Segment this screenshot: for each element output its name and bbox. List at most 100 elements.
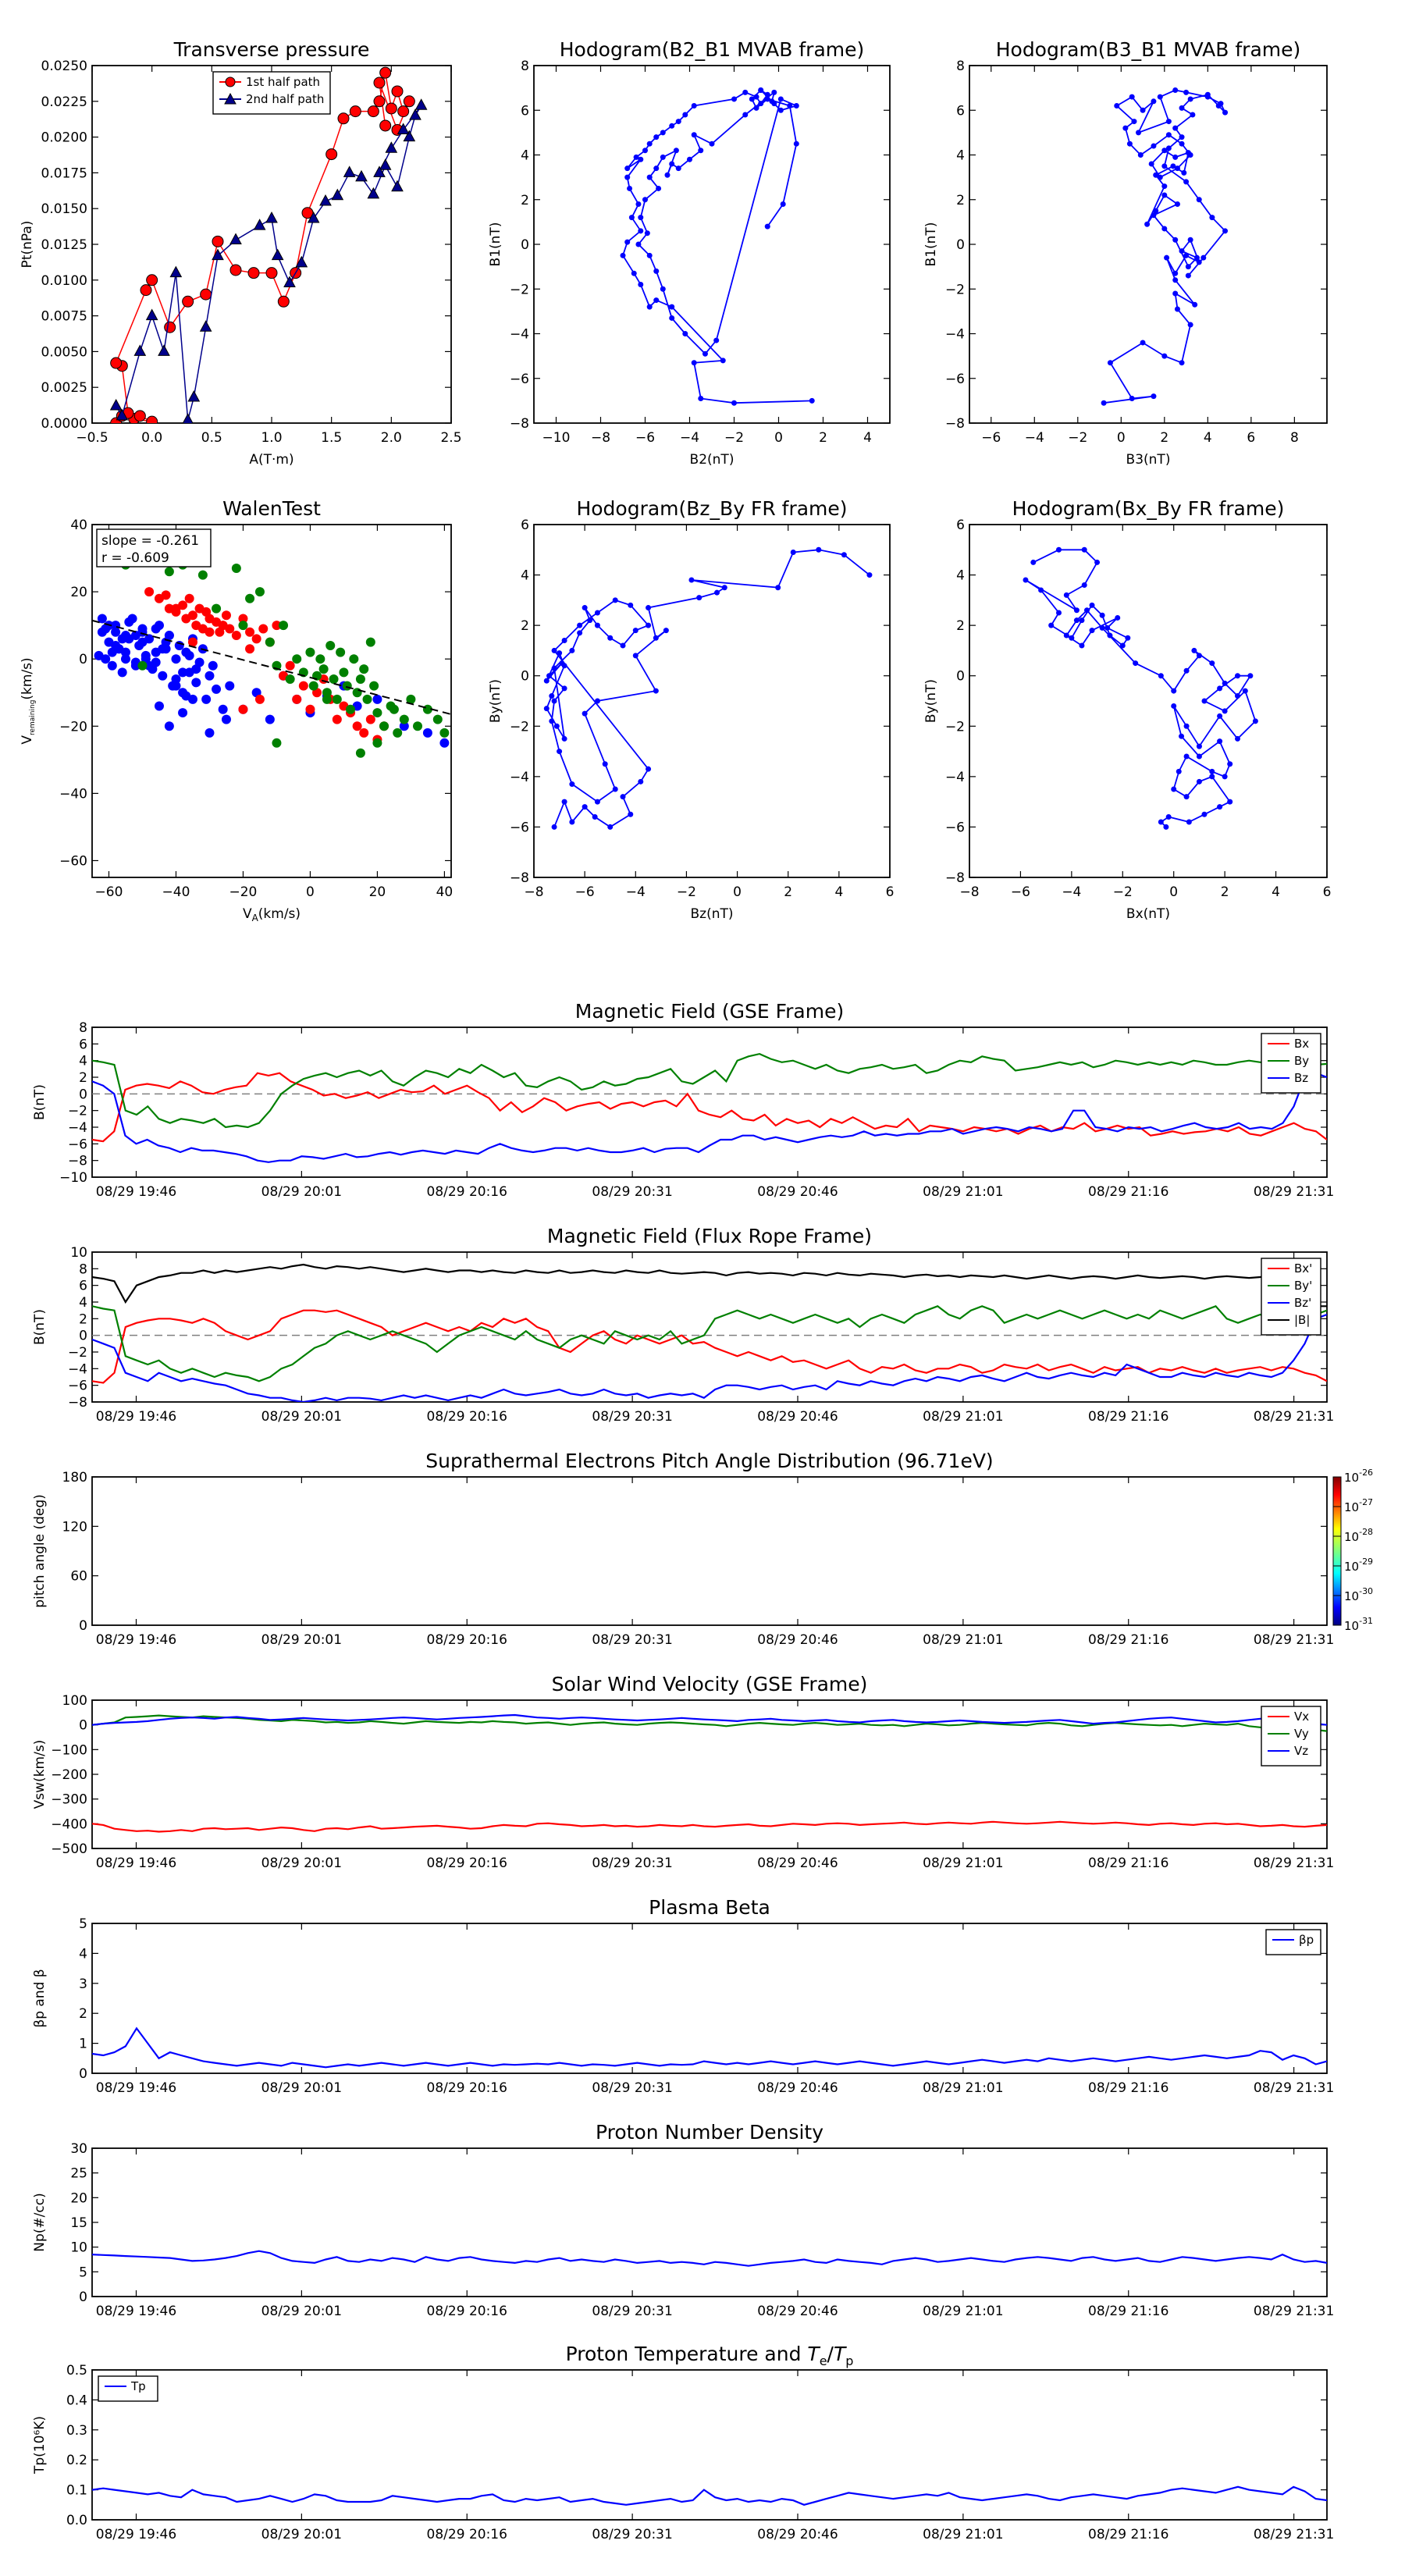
scatter-point: [158, 671, 168, 681]
data-marker: [607, 824, 614, 830]
y-axis-label: Np(#/cc): [32, 2193, 48, 2251]
data-marker: [612, 786, 618, 792]
x-tick-label: 08/29 21:16: [1088, 1856, 1168, 1871]
scatter-point: [325, 640, 336, 650]
y-tick-label: 0.0225: [41, 94, 87, 110]
x-tick-label: 08/29 21:16: [1088, 2527, 1168, 2542]
data-marker: [1107, 632, 1113, 639]
x-tick-label: 08/29 20:01: [261, 2080, 342, 2096]
data-marker: [620, 794, 626, 800]
x-tick-label: −2: [677, 884, 696, 900]
scatter-point: [332, 694, 342, 704]
x-tick-label: 0: [1169, 884, 1178, 900]
data-marker: [182, 295, 194, 308]
x-tick-label: 0: [774, 430, 783, 446]
data-marker: [1252, 718, 1258, 724]
y-tick-label: 0.0025: [41, 380, 87, 396]
data-marker: [638, 215, 644, 221]
chart-title: Magnetic Field (GSE Frame): [575, 1000, 844, 1023]
x-tick-label: 8: [1290, 430, 1299, 446]
scatter-point: [225, 624, 235, 634]
data-marker: [1126, 141, 1133, 147]
data-marker: [1119, 642, 1126, 649]
plot-area: [109, 66, 428, 423]
plot-frame: [533, 65, 891, 424]
data-marker: [594, 698, 600, 704]
data-marker: [1063, 632, 1069, 639]
data-marker: [1101, 400, 1107, 406]
x-tick-label: 08/29 21:31: [1254, 1632, 1334, 1648]
data-marker: [1030, 559, 1037, 565]
data-marker: [602, 761, 608, 767]
data-marker: [653, 268, 660, 274]
x-tick-label: 08/29 20:01: [261, 1409, 342, 1425]
legend-label: Vz: [1294, 1744, 1308, 1758]
data-marker: [1183, 753, 1190, 760]
data-marker: [1073, 617, 1080, 624]
x-tick-label: −0.5: [76, 430, 108, 446]
data-marker: [673, 148, 679, 154]
scatter-point: [238, 704, 248, 714]
data-marker: [1183, 252, 1190, 258]
data-marker: [624, 239, 631, 245]
data-marker: [1165, 132, 1172, 138]
series-line-By': [92, 1305, 1327, 1382]
plot-frame: [91, 1699, 1328, 1849]
y-tick-label: 4: [956, 568, 965, 584]
y-tick-label: 2: [79, 1070, 87, 1086]
data-marker: [632, 628, 638, 634]
x-tick-label: 08/29 21:01: [923, 1856, 1003, 1871]
data-marker: [1151, 393, 1157, 400]
x-tick-label: −40: [162, 884, 190, 900]
x-tick-label: 08/29 20:31: [592, 1856, 672, 1871]
legend: Bx By Bz: [1261, 1033, 1321, 1094]
data-marker: [646, 174, 653, 180]
series-line-Bx: [92, 1072, 1327, 1143]
x-tick-label: 08/29 20:01: [261, 2304, 342, 2319]
data-marker: [1107, 360, 1113, 366]
data-marker: [653, 134, 660, 141]
scatter-point: [231, 631, 241, 641]
scatter-point: [399, 721, 409, 731]
plot-area: [92, 2026, 1327, 2069]
data-marker: [1165, 119, 1172, 125]
data-marker: [1190, 112, 1196, 118]
y-tick-label: 4: [521, 148, 529, 164]
data-marker: [709, 141, 715, 147]
y-axis-label: Vsw(km/s): [32, 1740, 48, 1809]
data-marker: [1094, 559, 1101, 565]
scatter-point: [221, 714, 231, 724]
data-marker: [1183, 179, 1190, 185]
x-tick-label: 2: [784, 884, 792, 900]
series-line-Vx: [92, 1820, 1327, 1833]
chart-title: Proton Temperature and Te/Tp: [566, 2343, 854, 2368]
data-marker: [1131, 119, 1137, 125]
data-marker: [1172, 154, 1179, 160]
x-tick-label: 08/29 21:01: [923, 1409, 1003, 1425]
data-marker: [787, 103, 793, 109]
y-tick-label: 5: [79, 1916, 87, 1932]
data-marker: [158, 344, 170, 356]
data-marker: [569, 819, 575, 825]
plot-area: [92, 1052, 1327, 1163]
legend-label: βp: [1299, 1933, 1314, 1947]
data-marker: [1056, 610, 1062, 616]
data-marker: [594, 622, 600, 628]
data-marker: [841, 552, 847, 558]
legend-label: Bz: [1294, 1071, 1308, 1085]
data-marker: [385, 141, 398, 153]
data-marker: [265, 211, 278, 223]
x-tick-label: 4: [1204, 430, 1212, 446]
data-marker: [638, 282, 644, 288]
scatter-point: [164, 567, 174, 577]
data-marker: [549, 718, 555, 724]
data-marker: [1186, 819, 1192, 825]
data-marker: [793, 103, 799, 109]
series-line-Bz': [92, 1313, 1327, 1402]
x-tick-label: 6: [1323, 884, 1332, 900]
data-marker: [1171, 786, 1177, 792]
data-marker: [1129, 94, 1135, 100]
scatter-point: [365, 714, 375, 724]
scatter-point: [336, 647, 346, 657]
x-tick-label: 08/29 20:16: [427, 2080, 507, 2096]
